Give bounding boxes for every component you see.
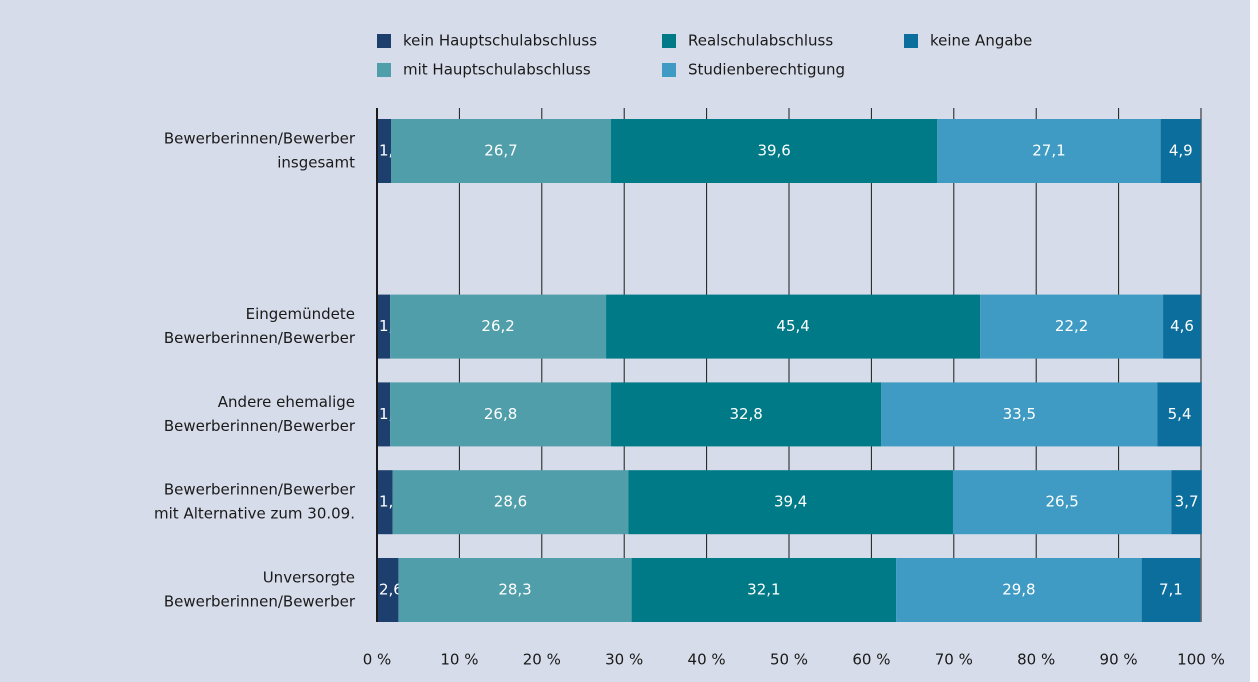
value-label: 26,7	[484, 142, 517, 160]
category-label: mit Alternative zum 30.09.	[154, 505, 355, 523]
x-tick-label: 90 %	[1100, 651, 1138, 669]
bar-segment	[377, 294, 391, 359]
category-label: Bewerberinnen/Bewerber	[164, 329, 356, 347]
value-label: 33,5	[1003, 405, 1036, 423]
legend-swatch	[377, 34, 391, 48]
bar-segment	[896, 558, 1142, 622]
bar-segment	[606, 294, 981, 359]
bar-segment	[1160, 119, 1201, 183]
value-label: 32,1	[747, 581, 780, 599]
value-label: 26,8	[484, 405, 517, 423]
value-label: 27,1	[1032, 142, 1065, 160]
value-label: 3,7	[1175, 493, 1199, 511]
value-label: 26,2	[481, 317, 514, 335]
bar-segment	[611, 119, 938, 183]
bar-segment	[390, 382, 612, 447]
x-tick-label: 30 %	[605, 651, 643, 669]
x-tick-label: 100 %	[1177, 651, 1225, 669]
x-tick-label: 60 %	[852, 651, 890, 669]
x-tick-label: 80 %	[1017, 651, 1055, 669]
bar-segment	[1141, 558, 1201, 622]
value-label: 32,8	[729, 405, 762, 423]
legend-label: Studienberechtigung	[688, 61, 845, 79]
bar-segment	[377, 470, 393, 535]
bar-segment	[611, 382, 882, 447]
category-label: Bewerberinnen/Bewerber	[164, 417, 356, 435]
x-tick-label: 20 %	[523, 651, 561, 669]
x-tick-label: 40 %	[688, 651, 726, 669]
value-label: 2,6	[379, 581, 403, 599]
bar-segment	[398, 558, 632, 622]
bar-segment	[952, 470, 1172, 535]
category-label: Bewerberinnen/Bewerber	[164, 593, 356, 611]
bar-segment	[377, 382, 391, 447]
category-label: Unversorgte	[263, 569, 355, 587]
value-label: 4,6	[1170, 317, 1194, 335]
value-label: 39,6	[757, 142, 790, 160]
legend-swatch	[662, 63, 676, 77]
value-label: 4,9	[1169, 142, 1193, 160]
legend-swatch	[662, 34, 676, 48]
value-label: 28,3	[498, 581, 531, 599]
bar-segment	[937, 119, 1161, 183]
bar-segment	[1157, 382, 1202, 447]
legend-label: Realschulabschluss	[688, 32, 833, 50]
value-label: 5,4	[1168, 405, 1192, 423]
bar-segment	[391, 119, 612, 183]
x-tick-label: 10 %	[440, 651, 478, 669]
bar-segment	[377, 558, 399, 622]
category-label: Eingemündete	[246, 305, 355, 323]
x-tick-label: 50 %	[770, 651, 808, 669]
legend-label: mit Hauptschulabschluss	[403, 61, 591, 79]
legend-label: kein Hauptschulabschluss	[403, 32, 597, 50]
legend-label: keine Angabe	[930, 32, 1032, 50]
value-label: 39,4	[774, 493, 807, 511]
legend-swatch	[377, 63, 391, 77]
value-label: 22,2	[1055, 317, 1088, 335]
value-label: 29,8	[1002, 581, 1035, 599]
value-label: 7,1	[1159, 581, 1183, 599]
category-label: Andere ehemalige	[218, 393, 355, 411]
bar-segment	[390, 294, 607, 359]
category-label: Bewerberinnen/Bewerber	[164, 130, 356, 148]
legend-swatch	[904, 34, 918, 48]
category-label: Bewerberinnen/Bewerber	[164, 481, 356, 499]
bar-segment	[881, 382, 1158, 447]
value-label: 28,6	[494, 493, 527, 511]
bar-segment	[631, 558, 897, 622]
value-label: 26,5	[1045, 493, 1078, 511]
x-tick-label: 70 %	[935, 651, 973, 669]
bar-segment	[980, 294, 1164, 359]
x-tick-label: 0 %	[363, 651, 392, 669]
bar-segment	[392, 470, 629, 535]
category-label: insgesamt	[277, 154, 355, 172]
value-label: 45,4	[776, 317, 809, 335]
bar-segment	[1163, 294, 1201, 359]
bar-segment	[628, 470, 953, 535]
bar-segment	[377, 119, 392, 183]
bar-segment	[1171, 470, 1202, 535]
